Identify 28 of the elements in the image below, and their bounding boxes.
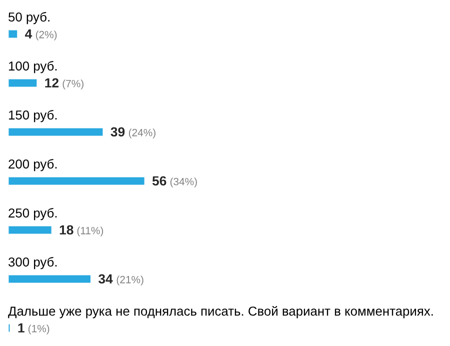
data-label: 34 [98,274,113,284]
bar [8,274,92,284]
annotation: (1%) [28,324,50,334]
data-label: 56 [152,176,166,186]
annotation: (7%) [62,80,84,90]
bar [8,28,18,40]
annotation: (11%) [77,226,104,236]
annotation: (34%) [170,178,197,188]
annotation: (24%) [128,128,156,138]
y-tick-label: 300 руб. [8,257,57,270]
y-tick-label: 50 руб. [8,12,50,24]
bar [8,78,38,88]
y-tick-label: 150 руб. [8,110,57,122]
data-label: 4 [24,29,32,38]
y-tick-label: 250 руб. [8,208,57,220]
data-label: 18 [60,225,74,235]
data-label: 1 [18,323,24,332]
y-tick-label: Дальше уже рука не поднялась писать. Свой вариант в комментариях. [8,306,433,318]
y-tick-label: 100 руб. [8,61,57,74]
annotation: (2%) [36,30,57,40]
annotation: (21%) [116,276,144,286]
bar [8,322,12,334]
bar [8,126,104,138]
data-label: 39 [110,127,125,137]
bar [8,224,53,236]
y-tick-label: 200 руб. [8,159,57,172]
data-label: 12 [45,78,59,88]
bar [8,176,145,186]
